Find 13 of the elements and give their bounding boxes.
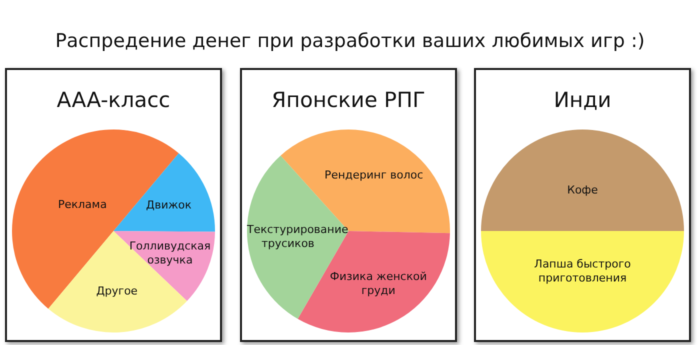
text: Распредение денег при разработки ваших любимых игр :) bbox=[54, 30, 646, 52]
slice-label: Голливудская озвучка bbox=[129, 240, 211, 267]
slice-label: Движок bbox=[146, 198, 192, 212]
slice-label: Текстурирование трусиков bbox=[246, 223, 348, 250]
slice-label: Рендеринг волос bbox=[324, 168, 424, 182]
slice-label: Реклама bbox=[58, 198, 107, 211]
slice-label: Лапша быстрого приготовления bbox=[534, 257, 632, 284]
slice-label: Физика женской груди bbox=[330, 270, 427, 297]
slice-label: Другое bbox=[96, 284, 138, 298]
chart-title: Японские РПГ bbox=[270, 88, 426, 112]
chart-title: AAA-класс bbox=[56, 88, 172, 112]
chart-title: Инди bbox=[552, 88, 612, 112]
slice-label: Кофе bbox=[567, 183, 598, 196]
